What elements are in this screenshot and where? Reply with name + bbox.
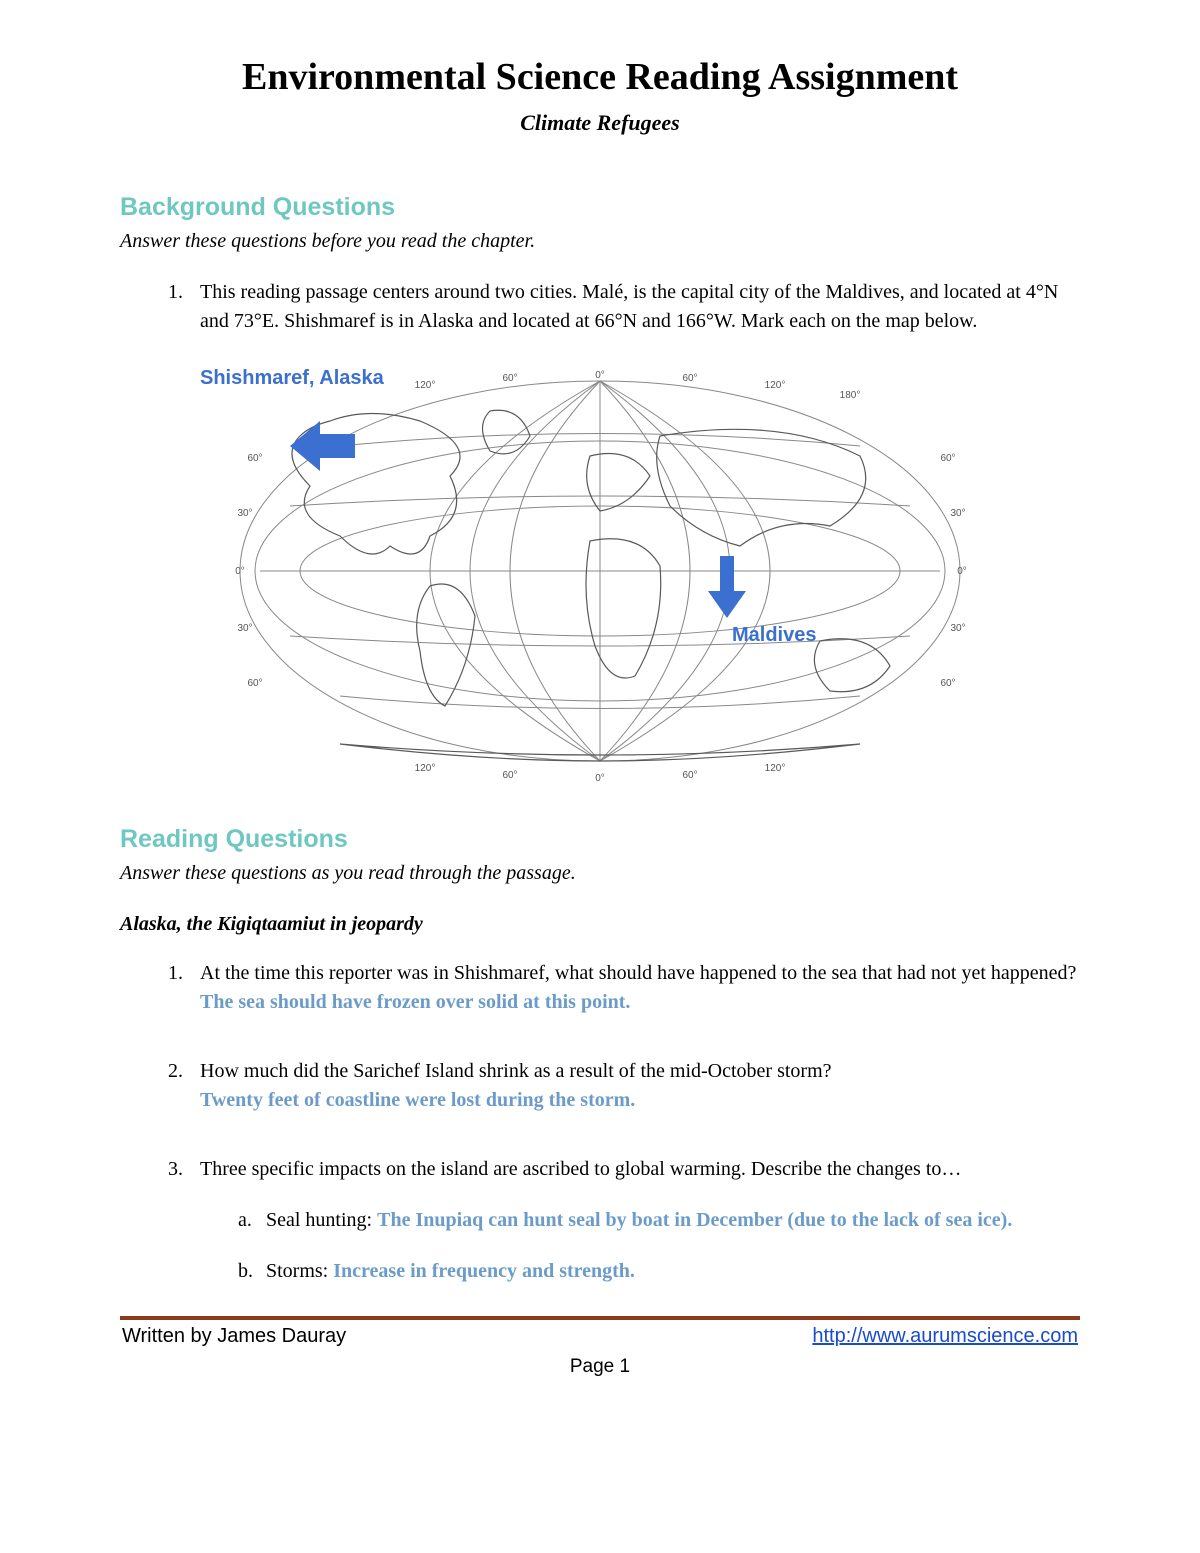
map-label-maldives: Maldives <box>732 624 816 646</box>
lat-tick: 30° <box>950 623 965 634</box>
lat-tick: 30° <box>950 508 965 519</box>
lon-tick: 0° <box>595 773 605 784</box>
lat-tick: 60° <box>940 678 955 689</box>
question-text: At the time this reporter was in Shishma… <box>200 962 1076 984</box>
question-item: 1. This reading passage centers around t… <box>168 278 1080 336</box>
lat-tick: 30° <box>237 623 252 634</box>
lat-tick: 60° <box>247 453 262 464</box>
lon-tick: 120° <box>765 380 786 391</box>
lat-tick: 0° <box>957 566 967 577</box>
reading-subheading: Alaska, the Kigiqtaamiut in jeopardy <box>120 910 1080 939</box>
map-label-alaska: Shishmaref, Alaska <box>200 364 384 393</box>
lon-tick: 120° <box>415 763 436 774</box>
lat-tick: 30° <box>237 508 252 519</box>
world-map-svg: 120° 60° 0° 60° 120° 180° 120° 60° 0° 60… <box>220 366 980 786</box>
lon-tick: 60° <box>682 770 697 781</box>
question-number: 3. <box>168 1155 183 1184</box>
lon-tick: 60° <box>502 770 517 781</box>
question-item: 2. How much did the Sarichef Island shri… <box>168 1057 1080 1115</box>
lon-tick: 0° <box>595 370 605 381</box>
lon-tick: 60° <box>502 373 517 384</box>
sub-label: Seal hunting: <box>266 1209 372 1231</box>
lon-tick: 180° <box>840 390 861 401</box>
document-title: Environmental Science Reading Assignment <box>120 50 1080 105</box>
lon-tick: 120° <box>765 763 786 774</box>
question-number: 1. <box>168 278 183 307</box>
arrow-alaska-icon <box>290 421 355 471</box>
lat-tick: 0° <box>235 566 245 577</box>
page-number: Page 1 <box>120 1353 1080 1381</box>
question-number: 1. <box>168 959 183 988</box>
sub-letter: b. <box>238 1257 253 1286</box>
sub-question-item: a. Seal hunting: The Inupiaq can hunt se… <box>238 1206 1080 1235</box>
question-text: How much did the Sarichef Island shrink … <box>200 1060 832 1082</box>
lon-tick: 120° <box>415 380 436 391</box>
question-item: 1. At the time this reporter was in Shis… <box>168 959 1080 1017</box>
section-instruction-reading: Answer these questions as you read throu… <box>120 859 1080 888</box>
reading-question-list: 1. At the time this reporter was in Shis… <box>120 959 1080 1286</box>
answer-text: Twenty feet of coastline were lost durin… <box>200 1089 635 1111</box>
question-text: This reading passage centers around two … <box>200 281 1058 332</box>
question-text: Three specific impacts on the island are… <box>200 1158 961 1180</box>
background-question-list: 1. This reading passage centers around t… <box>120 278 1080 336</box>
sub-letter: a. <box>238 1206 252 1235</box>
document-subtitle: Climate Refugees <box>120 107 1080 139</box>
footer-author: Written by James Dauray <box>122 1322 346 1351</box>
answer-text: The sea should have frozen over solid at… <box>200 991 630 1013</box>
sub-question-item: b. Storms: Increase in frequency and str… <box>238 1257 1080 1286</box>
section-instruction-background: Answer these questions before you read t… <box>120 227 1080 256</box>
answer-text: The Inupiaq can hunt seal by boat in Dec… <box>377 1209 1012 1231</box>
question-number: 2. <box>168 1057 183 1086</box>
section-heading-reading: Reading Questions <box>120 821 1080 857</box>
sub-label: Storms: <box>266 1260 328 1282</box>
section-heading-background: Background Questions <box>120 189 1080 225</box>
lat-tick: 60° <box>247 678 262 689</box>
lat-tick: 60° <box>940 453 955 464</box>
page-footer: Written by James Dauray http://www.aurum… <box>120 1322 1080 1351</box>
sub-question-list: a. Seal hunting: The Inupiaq can hunt se… <box>200 1206 1080 1286</box>
footer-divider <box>120 1316 1080 1320</box>
answer-text: Increase in frequency and strength. <box>333 1260 635 1282</box>
lon-tick: 60° <box>682 373 697 384</box>
world-map-figure: Shishmaref, Alaska <box>120 366 1080 786</box>
document-page: Environmental Science Reading Assignment… <box>0 0 1200 1401</box>
footer-link[interactable]: http://www.aurumscience.com <box>812 1322 1078 1351</box>
question-item: 3. Three specific impacts on the island … <box>168 1155 1080 1286</box>
arrow-maldives-icon <box>708 556 746 618</box>
